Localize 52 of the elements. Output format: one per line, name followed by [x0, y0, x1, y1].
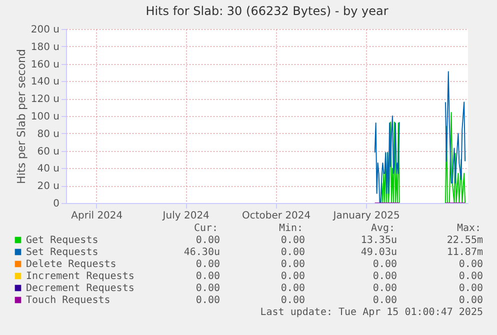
text: 46.30u: [184, 247, 220, 258]
y-tick-label: 160 u: [30, 59, 60, 70]
y-tick-label: 180 u: [30, 42, 60, 53]
legend-label: Decrement Requests: [26, 283, 134, 294]
text: 0.00: [458, 295, 483, 306]
text: 49.03u: [360, 247, 397, 258]
text: 0.00: [280, 235, 305, 246]
text: 0.00: [196, 271, 220, 282]
y-tick-label: 120 u: [30, 94, 60, 106]
text: Max:: [456, 223, 482, 234]
text: Cur:: [194, 223, 218, 234]
y-tick-label: 200 u: [30, 24, 60, 36]
x-tick-label: April 2024: [71, 210, 123, 222]
text: 0.00: [458, 259, 483, 270]
legend-label: Delete Requests: [26, 259, 116, 270]
text: 0.00: [196, 283, 220, 294]
text: 0.00: [196, 235, 220, 246]
y-tick-label: 0: [53, 198, 60, 210]
text: Avg:: [370, 223, 396, 234]
text: 0.00: [280, 247, 305, 258]
y-tick-label: 100 u: [30, 112, 60, 122]
y-tick-label: 80 u: [37, 128, 60, 140]
text: 0.00: [372, 283, 397, 294]
text: 0.00: [458, 271, 483, 282]
y-tick-label: 140 u: [30, 76, 60, 88]
y-tick-label: 20 u: [37, 181, 60, 192]
text: 0.00: [196, 259, 220, 270]
text: Min:: [278, 223, 304, 234]
chart-title: Hits for Slab: 30 (66232 Bytes) - by year: [146, 4, 388, 18]
text: 0.00: [280, 283, 305, 294]
text: 13.35u: [360, 235, 397, 246]
text: 0.00: [280, 271, 305, 282]
legend-label: Set Requests: [26, 247, 98, 258]
x-tick-label: January 2025: [332, 210, 400, 222]
text: 0.00: [372, 295, 397, 306]
text: 0.00: [372, 259, 397, 270]
legend-label: Increment Requests: [26, 271, 134, 282]
text: 0.00: [372, 271, 397, 282]
text: 0.00: [458, 283, 483, 294]
legend-label: Get Requests: [26, 235, 98, 246]
y-tick-label: 40 u: [37, 164, 60, 175]
x-tick-label: October 2024: [242, 210, 311, 222]
y-tick-label: 60 u: [37, 146, 60, 158]
text: 0.00: [280, 259, 305, 270]
text: 11.87m: [446, 247, 483, 258]
x-tick-label: July 2024: [162, 210, 210, 222]
text: 0.00: [280, 295, 305, 306]
text: 22.55m: [446, 235, 483, 246]
text: 0.00: [196, 295, 220, 306]
text: Last update: Tue Apr 15 01:00:47 2025: [260, 307, 483, 318]
legend-label: Touch Requests: [26, 295, 110, 306]
y-axis-title: Hits per Slab per second: [14, 49, 28, 184]
